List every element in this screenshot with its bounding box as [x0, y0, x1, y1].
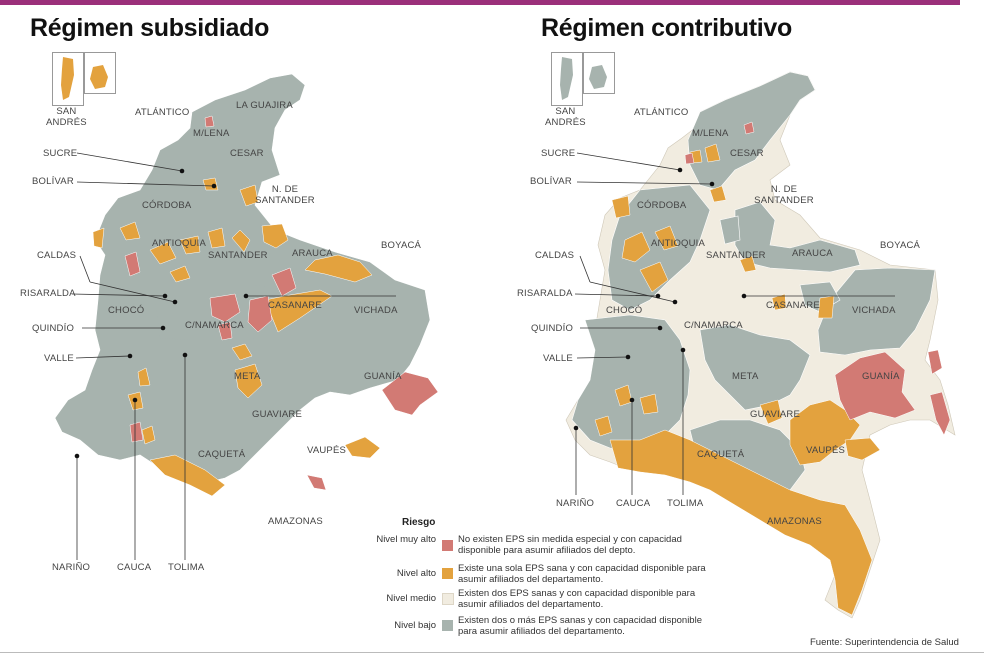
label-atlantico: ATLÁNTICO — [135, 107, 190, 118]
label-cundinamarca: C/NAMARCA — [185, 320, 244, 331]
inset-san-andres-4 — [583, 52, 615, 94]
label-norte-santander-r: N. DE SANTANDER — [754, 184, 814, 206]
inset-san-andres-2 — [84, 52, 116, 94]
label-antioquia-r: ANTIOQUIA — [651, 238, 706, 249]
label-santander-r: SANTANDER — [706, 250, 766, 261]
label-meta-r: META — [732, 371, 759, 382]
legend-level-label: Nivel bajo — [394, 620, 436, 631]
label-arauca: ARAUCA — [292, 248, 333, 259]
label-guainia-r: GUANÍA — [862, 371, 900, 382]
label-san-andres-r: SAN ANDRÉS — [545, 106, 586, 128]
label-caldas: CALDAS — [37, 250, 77, 261]
label-boyaca-r: BOYACÁ — [880, 240, 921, 251]
label-atlantico-r: ATLÁNTICO — [634, 107, 689, 118]
label-meta: META — [234, 371, 261, 382]
label-guaviare-r: GUAVIARE — [750, 409, 800, 420]
label-magdalena-r: M/LENA — [692, 128, 729, 139]
label-tolima: TOLIMA — [168, 562, 205, 573]
bottom-divider — [0, 652, 984, 653]
label-choco: CHOCÓ — [108, 305, 145, 316]
legend-item-muy-alto: Nivel muy alto No existen EPS sin medida… — [376, 534, 710, 556]
label-quindio-r: QUINDÍO — [531, 323, 574, 334]
regions-muy-alto-r — [684, 121, 951, 436]
label-casanare: CASANARE — [268, 300, 322, 311]
legend-swatch-muy-alto — [442, 540, 453, 551]
legend-level-label: Nivel medio — [386, 593, 436, 604]
label-choco-r: CHOCÓ — [606, 305, 643, 316]
legend-level-label: Nivel alto — [396, 568, 436, 579]
label-vichada: VICHADA — [354, 305, 398, 316]
accent-bar — [0, 0, 960, 5]
legend-desc: No existen EPS sin medida especial y con… — [458, 534, 682, 556]
label-narino-r: NARIÑO — [556, 498, 595, 509]
label-antioquia: ANTIOQUIA — [152, 238, 207, 249]
label-valle: VALLE — [44, 353, 74, 364]
source-note: Fuente: Superintendencia de Salud — [810, 637, 959, 648]
label-cesar-r: CESAR — [730, 148, 764, 159]
label-vaupes-r: VAUPÉS — [806, 445, 846, 456]
label-tolima-r: TOLIMA — [667, 498, 704, 509]
label-cesar: CESAR — [230, 148, 264, 159]
region-bajo-main — [54, 73, 431, 485]
label-arauca-r: ARAUCA — [792, 248, 833, 259]
label-san-andres: SAN ANDRÉS — [46, 106, 87, 128]
label-cauca-r: CAUCA — [616, 498, 651, 509]
label-amazonas-r: AMAZONAS — [767, 516, 822, 527]
label-sucre: SUCRE — [43, 148, 78, 159]
inset-san-andres-3 — [551, 52, 583, 106]
legend-swatch-alto — [442, 568, 453, 579]
legend-swatch-medio — [442, 593, 454, 605]
label-cauca: CAUCA — [117, 562, 152, 573]
label-risaralda-r: RISARALDA — [517, 288, 573, 299]
regions-alto-r — [594, 143, 881, 616]
label-magdalena: M/LENA — [193, 128, 230, 139]
label-risaralda: RISARALDA — [20, 288, 76, 299]
legend-desc: Existen dos EPS sanas y con capacidad di… — [458, 588, 696, 610]
label-boyaca: BOYACÁ — [381, 240, 422, 251]
label-narino: NARIÑO — [52, 562, 91, 573]
label-sucre-r: SUCRE — [541, 148, 576, 159]
label-caqueta: CAQUETÁ — [198, 449, 246, 460]
legend-title: Riesgo — [402, 517, 436, 528]
label-norte-santander: N. DE SANTANDER — [255, 184, 315, 206]
label-vichada-r: VICHADA — [852, 305, 896, 316]
label-valle-r: VALLE — [543, 353, 573, 364]
legend-item-medio: Nivel medio Existen dos EPS sanas y con … — [380, 588, 710, 610]
label-guainia: GUANÍA — [364, 371, 402, 382]
label-bolivar: BOLÍVAR — [32, 176, 74, 187]
legend-desc: Existe una sola EPS sana y con capacidad… — [458, 563, 706, 585]
label-caqueta-r: CAQUETÁ — [697, 449, 745, 460]
map-contributivo — [565, 71, 956, 619]
legend-item-alto: Nivel alto Existe una sola EPS sana y co… — [380, 563, 710, 585]
label-caldas-r: CALDAS — [535, 250, 575, 261]
label-vaupes: VAUPÉS — [307, 445, 347, 456]
regions-muy-alto — [124, 115, 439, 491]
label-santander: SANTANDER — [208, 250, 268, 261]
label-cundinamarca-r: C/NAMARCA — [684, 320, 743, 331]
legend-swatch-bajo — [442, 620, 453, 631]
label-amazonas: AMAZONAS — [268, 516, 323, 527]
label-quindio: QUINDÍO — [32, 323, 75, 334]
label-bolivar-r: BOLÍVAR — [530, 176, 572, 187]
label-guaviare: GUAVIARE — [252, 409, 302, 420]
label-casanare-r: CASANARE — [766, 300, 820, 311]
legend-desc: Existen dos o más EPS sanas y con capaci… — [458, 615, 702, 637]
label-cordoba-r: CÓRDOBA — [637, 200, 687, 211]
label-la-guajira: LA GUAJIRA — [236, 100, 293, 111]
legend-level-label: Nivel muy alto — [376, 534, 436, 545]
label-cordoba: CÓRDOBA — [142, 200, 192, 211]
map-title-contributivo: Régimen contributivo — [541, 14, 792, 42]
legend-item-bajo: Nivel bajo Existen dos o más EPS sanas y… — [380, 615, 710, 637]
map-title-subsidiado: Régimen subsidiado — [30, 14, 270, 42]
inset-san-andres-1 — [52, 52, 84, 106]
